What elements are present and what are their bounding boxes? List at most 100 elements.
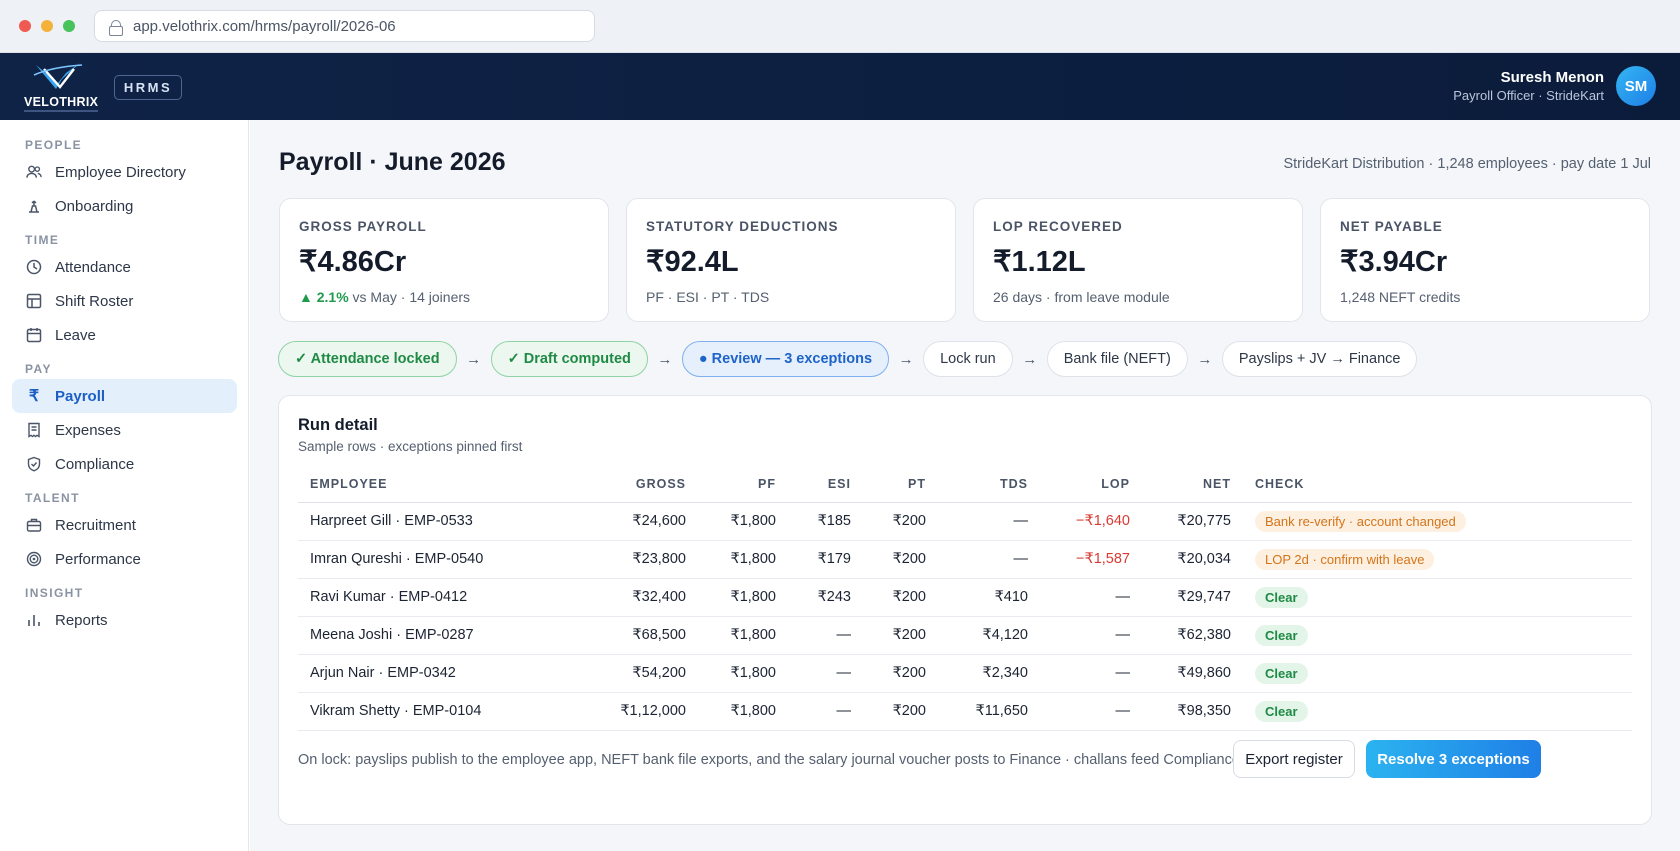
col-gross[interactable]: GROSS [588,466,698,503]
status-badge[interactable]: Clear [1255,662,1308,684]
cell-employee: Arjun Nair · EMP-0342 [298,654,588,693]
avatar[interactable]: SM [1616,66,1656,106]
sidebar-item-compliance[interactable]: Compliance [12,447,237,481]
url-text: app.velothrix.com/hrms/payroll/2026-06 [133,17,396,35]
col-employee[interactable]: EMPLOYEE [298,466,588,503]
calendar-icon [26,327,42,343]
table-row[interactable]: Harpreet Gill · EMP-0533 ₹24,600 ₹1,800 ₹18… [298,502,1632,541]
col-net[interactable]: NET [1142,466,1243,503]
sidebar-item-label: Compliance [55,455,135,473]
sidebar-item-recruitment[interactable]: Recruitment [12,508,237,542]
cell-esi: ₹243 [788,578,863,617]
sidebar-item-expenses[interactable]: Expenses [12,413,237,447]
status-badge[interactable]: Bank re-verify · account changed [1255,510,1466,532]
maximize-window-dot[interactable] [63,20,75,32]
cell-lop: — [1040,616,1142,655]
step-payslips-jv[interactable]: Payslips + JV → Finance [1221,341,1418,377]
kpi-value: ₹92.4L [646,246,739,278]
cell-lop: −₹1,587 [1040,540,1142,579]
cell-pf: ₹1,800 [698,578,788,617]
arrow-right-icon: → [898,350,914,368]
sidebar-item-label: Reports [55,611,108,629]
cell-gross: ₹68,500 [588,616,698,655]
kpi-note: PF · ESI · PT · TDS [646,289,770,305]
col-tds[interactable]: TDS [938,466,1040,503]
table-row[interactable]: Vikram Shetty · EMP-0104 ₹1,12,000 ₹1,800—… [298,692,1632,731]
table-row[interactable]: Arjun Nair · EMP-0342 ₹54,200 ₹1,800— ₹200 ₹… [298,654,1632,693]
brand-tagline-line [24,110,98,112]
shield-icon [26,456,42,472]
kpi-label: NET PAYABLE [1340,219,1443,234]
cell-net: ₹29,747 [1142,578,1243,617]
step-lock-run[interactable]: Lock run [923,341,1013,377]
sidebar-item-onboarding[interactable]: Onboarding [12,189,237,223]
status-badge[interactable]: Clear [1255,700,1308,722]
bar-chart-icon [26,612,42,628]
rupee-icon: ₹ [28,388,40,405]
minimize-window-dot[interactable] [41,20,53,32]
user-name: Suresh Menon [1500,69,1604,86]
sidebar-item-payroll[interactable]: ₹ Payroll [12,379,237,413]
cell-net: ₹20,034 [1142,540,1243,579]
cell-lop: — [1040,692,1142,731]
sidebar-item-label: Recruitment [55,516,136,534]
step-draft-computed[interactable]: ✓ Draft computed [490,341,648,377]
onboarding-icon [26,198,42,214]
step-attendance-locked[interactable]: ✓ Attendance locked [278,341,457,377]
sidebar-item-reports[interactable]: Reports [12,603,237,637]
status-badge[interactable]: Clear [1255,586,1308,608]
section-insight: INSIGHT [25,586,84,600]
lock-footer-note: On lock: payslips publish to the employe… [298,752,1240,768]
sidebar-item-attendance[interactable]: Attendance [12,250,237,284]
cell-tds: — [938,540,1040,579]
close-window-dot[interactable] [19,20,31,32]
col-lop[interactable]: LOP [1040,466,1142,503]
receipt-icon [26,422,42,438]
export-register-button[interactable]: Export register [1233,740,1355,778]
sidebar-item-label: Onboarding [55,197,134,215]
col-pt[interactable]: PT [863,466,938,503]
sidebar-item-shift-roster[interactable]: Shift Roster [12,284,237,318]
user-role: Payroll Officer · StrideKart [1453,88,1604,103]
sidebar-item-label: Shift Roster [55,292,134,310]
sidebar-item-label: Leave [55,326,96,344]
sidebar-item-label: Payroll [55,387,106,405]
sidebar-item-performance[interactable]: Performance [12,542,237,576]
sidebar-item-leave[interactable]: Leave [12,318,237,352]
table-row[interactable]: Imran Qureshi · EMP-0540 ₹23,800 ₹1,800 ₹17… [298,540,1632,579]
cell-gross: ₹23,800 [588,540,698,579]
col-esi[interactable]: ESI [788,466,863,503]
step-review-exceptions[interactable]: ● Review — 3 exceptions [681,341,890,377]
table-row[interactable]: Ravi Kumar · EMP-0412 ₹32,400 ₹1,800 ₹243 ₹2… [298,578,1632,617]
kpi-card-gross-payroll: GROSS PAYROLL ₹4.86Cr ▲ 2.1% vs May · 14… [279,198,609,322]
arrow-right-icon: → [466,350,482,368]
cell-net: ₹62,380 [1142,616,1243,655]
run-detail-panel: Run detail Sample rows · exceptions pinn… [278,395,1652,825]
status-badge[interactable]: Clear [1255,624,1308,646]
user-menu[interactable]: Suresh Menon Payroll Officer · StrideKar… [1453,66,1656,106]
status-badge[interactable]: LOP 2d · confirm with leave [1255,548,1435,570]
kpi-value: ₹3.94Cr [1340,246,1448,278]
cell-employee: Harpreet Gill · EMP-0533 [298,502,588,541]
col-pf[interactable]: PF [698,466,788,503]
arrow-right-icon: → [1022,350,1038,368]
cell-check: LOP 2d · confirm with leave [1243,540,1632,579]
cell-tds: ₹2,340 [938,654,1040,693]
step-bank-file[interactable]: Bank file (NEFT) [1046,341,1188,377]
page-subtitle: StrideKart Distribution · 1,248 employee… [1283,156,1651,172]
cell-pt: ₹200 [863,616,938,655]
cell-gross: ₹1,12,000 [588,692,698,731]
lock-icon [109,19,123,36]
browser-chrome: app.velothrix.com/hrms/payroll/2026-06 [0,0,1680,53]
table-row[interactable]: Meena Joshi · EMP-0287 ₹68,500 ₹1,800— ₹200… [298,616,1632,655]
cell-tds: ₹11,650 [938,692,1040,731]
panel-subtitle: Sample rows · exceptions pinned first [298,439,523,454]
address-bar[interactable]: app.velothrix.com/hrms/payroll/2026-06 [94,10,595,42]
col-check[interactable]: CHECK [1243,466,1632,503]
resolve-exceptions-button[interactable]: Resolve 3 exceptions [1366,740,1541,778]
sidebar-item-employee-directory[interactable]: Employee Directory [12,155,237,189]
cell-tds: ₹4,120 [938,616,1040,655]
velothrix-logo[interactable]: VELOTHRIX [22,59,102,115]
cell-pt: ₹200 [863,540,938,579]
